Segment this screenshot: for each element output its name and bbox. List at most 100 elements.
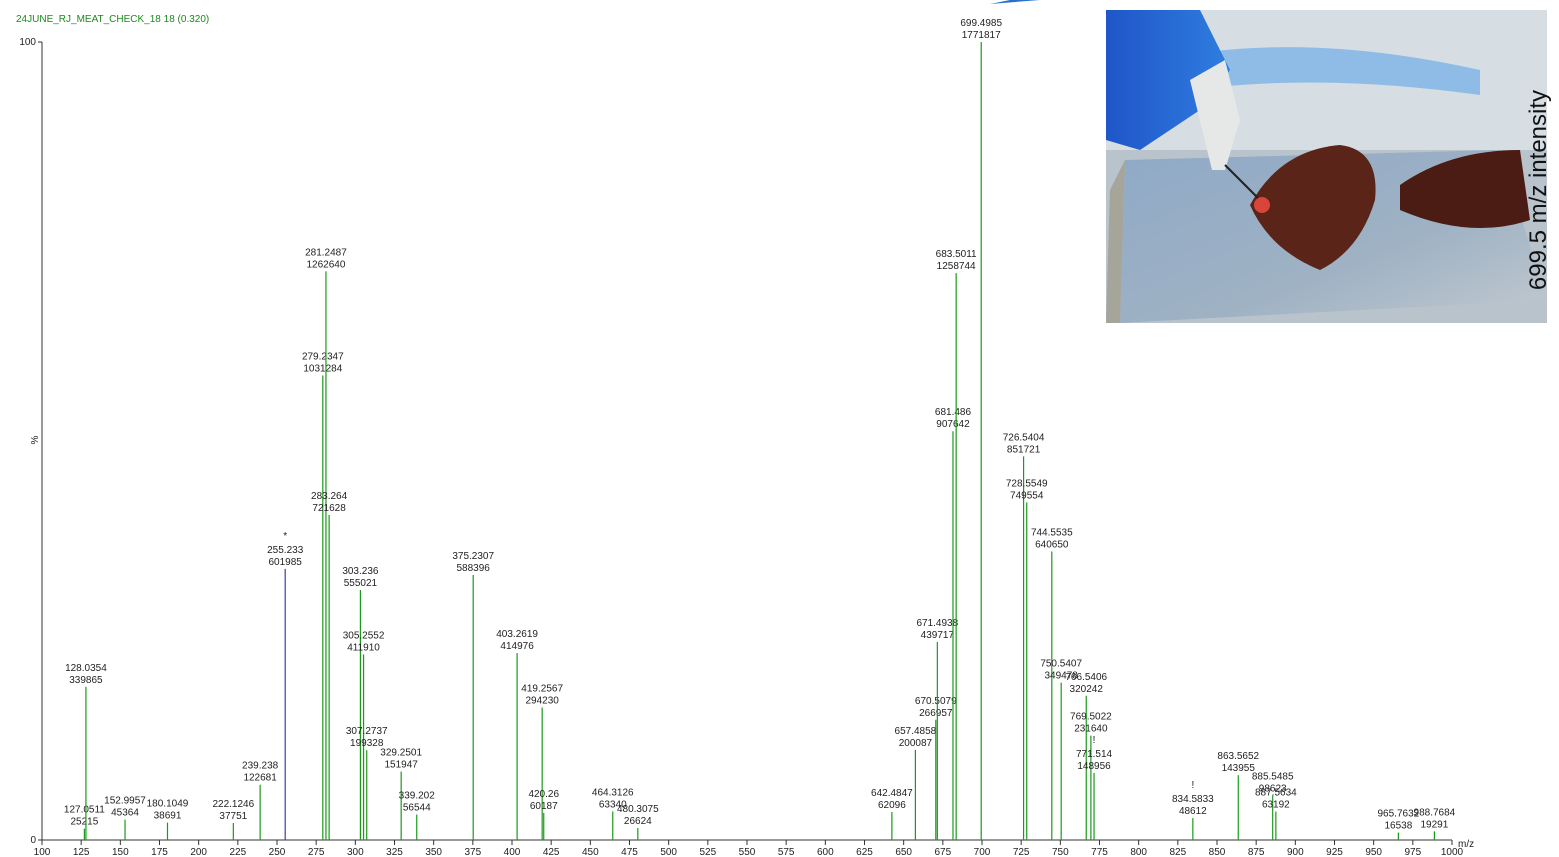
peak-mz-label: 128.0354 bbox=[65, 663, 107, 674]
peak-mz-label: 766.5406 bbox=[1065, 672, 1107, 683]
peak-intensity-label: 98623 bbox=[1259, 784, 1287, 795]
peak-intensity-label: 122681 bbox=[243, 773, 277, 784]
x-tick-label: 400 bbox=[504, 847, 521, 857]
peak-mz-label: 887.5634 bbox=[1255, 788, 1297, 799]
peak-intensity-label: 640650 bbox=[1035, 539, 1069, 550]
x-tick-label: 750 bbox=[1052, 847, 1069, 857]
x-tick-label: 250 bbox=[269, 847, 286, 857]
peak-mz-label: 750.5407 bbox=[1040, 659, 1082, 670]
peak-intensity-label: 601985 bbox=[269, 557, 303, 568]
x-tick-label: 975 bbox=[1404, 847, 1421, 857]
x-tick-label: 900 bbox=[1287, 847, 1304, 857]
peak-intensity-label: 143955 bbox=[1222, 763, 1256, 774]
x-tick-label: 350 bbox=[425, 847, 442, 857]
peak-intensity-label: 1258744 bbox=[937, 261, 976, 272]
x-tick-label: 625 bbox=[856, 847, 873, 857]
peak-mz-label: 419.2567 bbox=[521, 683, 563, 694]
peak-intensity-label: 37751 bbox=[219, 811, 247, 822]
peak-intensity-label: 151947 bbox=[384, 760, 418, 771]
peak-intensity-label: 45364 bbox=[111, 808, 139, 819]
peak-mz-label: 863.5652 bbox=[1217, 751, 1259, 762]
peak-mz-label: 307.2737 bbox=[346, 726, 388, 737]
peak-intensity-label: 1262640 bbox=[306, 259, 345, 270]
peak-intensity-label: 320242 bbox=[1070, 684, 1104, 695]
x-tick-label: 575 bbox=[778, 847, 795, 857]
x-tick-label: 775 bbox=[1091, 847, 1108, 857]
x-tick-label: 925 bbox=[1326, 847, 1343, 857]
x-tick-label: 675 bbox=[934, 847, 951, 857]
peak-mz-label: 279.2347 bbox=[302, 352, 344, 363]
peak-mz-label: 771.514 bbox=[1076, 749, 1113, 760]
y-tick-label: 100 bbox=[19, 37, 36, 48]
peak-mz-label: 255.233 bbox=[267, 545, 304, 556]
peak-mz-label: 152.9957 bbox=[104, 796, 146, 807]
peak-intensity-label: 48612 bbox=[1179, 806, 1207, 817]
x-axis-label: m/z bbox=[1458, 839, 1474, 850]
x-tick-label: 375 bbox=[464, 847, 481, 857]
peak-mz-label: 699.4985 bbox=[960, 18, 1002, 29]
peak-intensity-label: 19291 bbox=[1420, 819, 1448, 830]
peak-intensity-label: 749554 bbox=[1010, 490, 1044, 501]
x-tick-label: 425 bbox=[543, 847, 560, 857]
x-tick-label: 150 bbox=[112, 847, 129, 857]
peak-mz-label: 403.2619 bbox=[496, 629, 538, 640]
peak-intensity-label: 25215 bbox=[70, 817, 98, 828]
peak-mz-label: 671.4938 bbox=[916, 618, 958, 629]
peak-mz-label: 239.238 bbox=[242, 761, 279, 772]
x-tick-label: 100 bbox=[34, 847, 51, 857]
peak-intensity-label: 26624 bbox=[624, 816, 652, 827]
chart-title: 24JUNE_RJ_MEAT_CHECK_18 18 (0.320) bbox=[16, 14, 209, 25]
peak-mz-label: 464.3126 bbox=[592, 787, 634, 798]
peak-intensity-label: 349478 bbox=[1044, 671, 1078, 682]
peak-mz-label: 420.26 bbox=[528, 789, 559, 800]
peak-intensity-label: 851721 bbox=[1007, 444, 1041, 455]
peak-intensity-label: 266957 bbox=[919, 708, 953, 719]
x-tick-label: 475 bbox=[621, 847, 638, 857]
peak-intensity-label: 439717 bbox=[921, 630, 955, 641]
peak-flag: ! bbox=[1093, 735, 1096, 746]
peak-intensity-label: 63192 bbox=[1262, 800, 1290, 811]
peak-mz-label: 305.2552 bbox=[343, 630, 385, 641]
x-tick-label: 850 bbox=[1209, 847, 1226, 857]
peak-mz-label: 375.2307 bbox=[452, 551, 494, 562]
peak-mz-label: 329.2501 bbox=[380, 748, 422, 759]
peak-intensity-label: 555021 bbox=[344, 578, 378, 589]
peak-mz-label: 480.3075 bbox=[617, 804, 659, 815]
peak-intensity-label: 63340 bbox=[599, 799, 627, 810]
x-tick-label: 600 bbox=[817, 847, 834, 857]
x-tick-label: 525 bbox=[699, 847, 716, 857]
x-tick-label: 550 bbox=[739, 847, 756, 857]
peak-mz-label: 988.7684 bbox=[1414, 807, 1456, 818]
peak-mz-label: 681.486 bbox=[935, 407, 972, 418]
x-tick-label: 700 bbox=[974, 847, 991, 857]
peak-mz-label: 657.4858 bbox=[895, 726, 937, 737]
peak-intensity-label: 721628 bbox=[312, 503, 346, 514]
peak-mz-label: 965.7632 bbox=[1378, 809, 1420, 820]
x-tick-label: 1000 bbox=[1441, 847, 1464, 857]
peak-mz-label: 303.236 bbox=[342, 566, 379, 577]
peak-intensity-label: 16538 bbox=[1384, 821, 1412, 832]
peak-mz-label: 127.0511 bbox=[64, 805, 105, 816]
peak-intensity-label: 148956 bbox=[1077, 761, 1111, 772]
peak-mz-label: 834.5833 bbox=[1172, 794, 1214, 805]
peak-mz-label: 642.4847 bbox=[871, 788, 913, 799]
peak-mz-label: 339.202 bbox=[399, 791, 436, 802]
peak-intensity-label: 62096 bbox=[878, 800, 906, 811]
peak-intensity-label: 414976 bbox=[500, 641, 534, 652]
peak-mz-label: 728.5549 bbox=[1006, 478, 1048, 489]
x-tick-label: 200 bbox=[190, 847, 207, 857]
inset-label: 699.5 m/z intensity bbox=[1525, 90, 1552, 290]
inset-photo bbox=[1106, 10, 1547, 323]
x-tick-label: 175 bbox=[151, 847, 168, 857]
peak-mz-label: 769.5022 bbox=[1070, 712, 1112, 723]
peak-intensity-label: 231640 bbox=[1074, 724, 1108, 735]
peak-intensity-label: 411910 bbox=[347, 642, 380, 653]
peak-intensity-label: 1031284 bbox=[303, 364, 342, 375]
peak-mz-label: 744.5535 bbox=[1031, 527, 1073, 538]
y-axis-label: % bbox=[30, 435, 41, 444]
peak-mz-label: 281.2487 bbox=[305, 247, 347, 258]
x-tick-label: 950 bbox=[1365, 847, 1382, 857]
peak-flag: * bbox=[283, 531, 287, 542]
peak-mz-label: 222.1246 bbox=[212, 799, 254, 810]
